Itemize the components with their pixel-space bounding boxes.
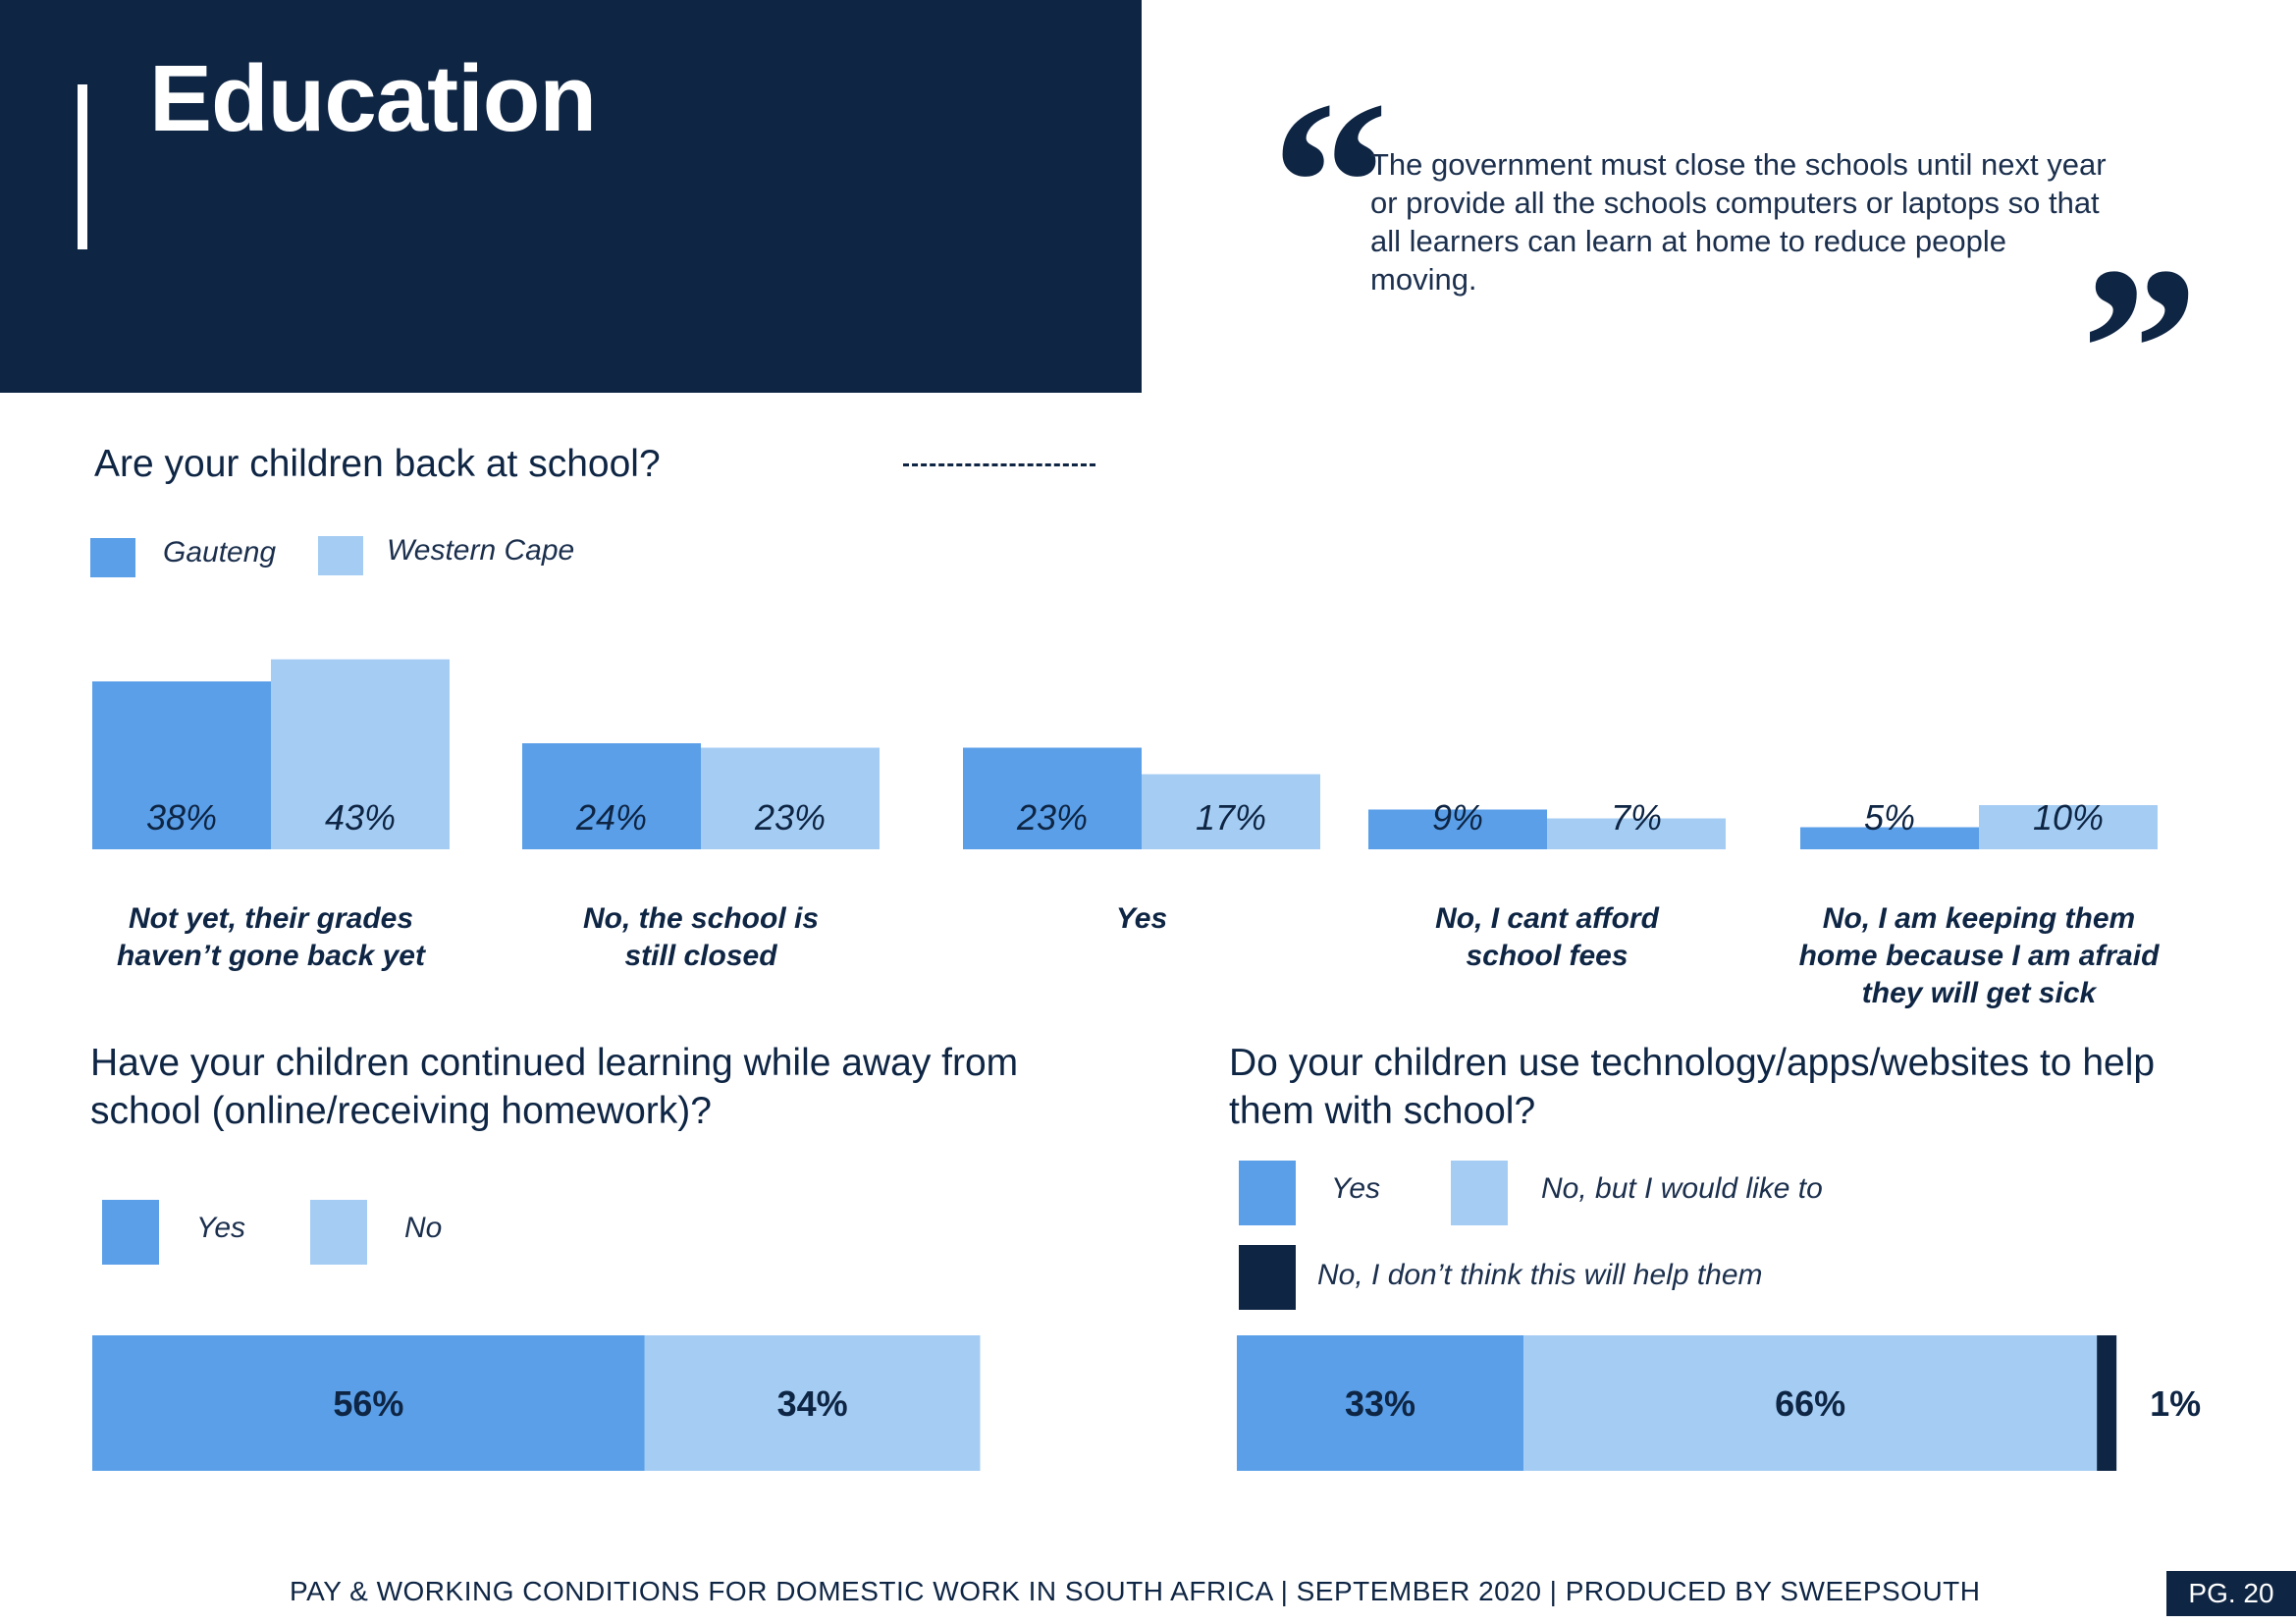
category-label: school fees	[1466, 940, 1628, 972]
bar-western-cape	[1547, 818, 1726, 849]
legend-label-gauteng: Gauteng	[163, 536, 277, 568]
segment-value-label: 34%	[777, 1383, 848, 1424]
bar-value-label: 23%	[1016, 797, 1088, 838]
stacked-bar-learning: 56% 34%	[92, 1335, 981, 1471]
open-quote-icon: “	[1271, 52, 1389, 313]
legend-swatch-tech-would-like	[1451, 1161, 1508, 1225]
bar-value-label: 7%	[1611, 797, 1662, 838]
bar-gauteng	[1800, 827, 1979, 849]
bar-gauteng	[522, 743, 701, 849]
bar-value-label: 24%	[575, 797, 647, 838]
stacked-segment-2	[1523, 1335, 2098, 1471]
bar-gauteng	[92, 681, 271, 849]
segment-value-label: 1%	[2150, 1383, 2201, 1424]
legend-label-tech-wont-help: No, I don’t think this will help them	[1317, 1259, 1763, 1291]
segment-value-label: 56%	[333, 1383, 403, 1424]
bar-value-label: 38%	[146, 797, 217, 838]
page-number: PG. 20	[2188, 1578, 2274, 1608]
legend-label-yes: Yes	[196, 1212, 246, 1244]
legend-swatch-western-cape	[318, 536, 363, 575]
quote-text: The government must close the schools un…	[1370, 147, 2107, 297]
legend-label-tech-would-like: No, but I would like to	[1541, 1172, 1823, 1205]
legend-label-tech-yes: Yes	[1331, 1172, 1381, 1205]
page-title: Education	[149, 46, 597, 151]
category-label: No, I am keeping them	[1823, 902, 2135, 935]
bar-value-label: 23%	[754, 797, 826, 838]
footer-text: PAY & WORKING CONDITIONS FOR DOMESTIC WO…	[290, 1576, 1981, 1606]
segment-value-label: 33%	[1345, 1383, 1415, 1424]
bar-gauteng	[1368, 809, 1547, 849]
legend-swatch-no	[310, 1200, 367, 1265]
category-label: haven’t gone back yet	[117, 940, 427, 972]
bar-value-label: 17%	[1196, 797, 1266, 838]
legend-swatch-yes	[102, 1200, 159, 1265]
chart3-title: Do your children use technology/apps/web…	[1229, 1042, 2156, 1132]
legend-label-no: No	[404, 1212, 443, 1244]
page-number-badge: PG. 20	[2166, 1571, 2296, 1616]
legend-swatch-tech-wont-help	[1239, 1245, 1296, 1310]
bar-value-label: 10%	[2033, 797, 2104, 838]
bar-value-label: 9%	[1432, 797, 1483, 838]
bar-value-label: 5%	[1864, 797, 1915, 838]
bar-value-label: 43%	[325, 797, 396, 838]
category-label: No, the school is	[583, 902, 819, 935]
legend-swatch-tech-yes	[1239, 1161, 1296, 1225]
chart2-title: Have your children continued learning wh…	[90, 1042, 1019, 1132]
segment-value-label: 66%	[1775, 1383, 1845, 1424]
category-label: No, I cant afford	[1435, 902, 1659, 935]
dashed-divider	[903, 463, 1095, 466]
category-label: Not yet, their grades	[129, 902, 413, 935]
stacked-segment-1	[1237, 1335, 1524, 1471]
bar-western-cape	[271, 659, 450, 849]
bar-western-cape	[1142, 774, 1320, 849]
legend-label-western-cape: Western Cape	[387, 534, 575, 567]
stacked-bar-technology: 33% 66% 1%	[1237, 1335, 2201, 1471]
stacked-segment-3	[2097, 1335, 2117, 1471]
stacked-segment-1	[92, 1335, 645, 1471]
bar-gauteng	[963, 747, 1142, 849]
bar-western-cape	[1979, 805, 2158, 849]
category-label: Yes	[1116, 902, 1167, 935]
category-label: home because I am afraid	[1799, 940, 2160, 972]
header-banner: Education	[0, 0, 1142, 393]
header-accent-rule	[78, 84, 87, 249]
legend-swatch-gauteng	[90, 538, 135, 577]
close-quote-icon: ”	[2081, 218, 2199, 479]
bar-western-cape	[701, 747, 880, 849]
grouped-bar-chart: 38% 24% 23% 9% 5% 43% 23% 17% 7% 10% Not yet, thei…	[92, 659, 2160, 1009]
chart1-title: Are your children back at school?	[94, 443, 661, 485]
stacked-segment-2	[644, 1335, 981, 1471]
category-label: still closed	[624, 940, 777, 972]
category-label: they will get sick	[1862, 977, 2098, 1009]
